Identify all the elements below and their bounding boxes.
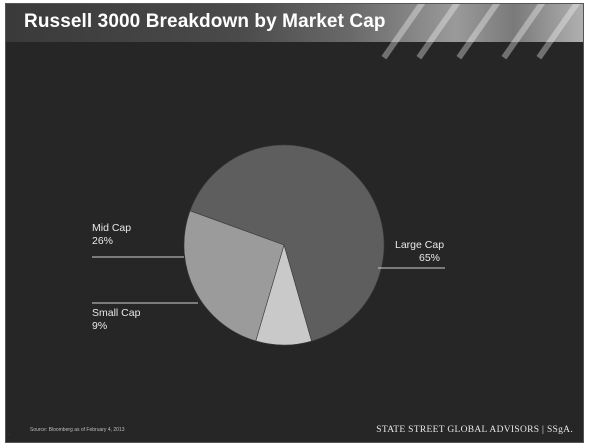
brand-name: STATE STREET GLOBAL ADVISORS [376, 425, 540, 435]
slide: Russell 3000 Breakdown by Market Cap [5, 3, 584, 443]
label-name-large-cap: Large Cap [395, 239, 444, 251]
label-name-mid-cap: Mid Cap [92, 222, 131, 234]
slide-title: Russell 3000 Breakdown by Market Cap [24, 11, 386, 32]
slide-code: · [8, 432, 10, 437]
label-value-large-cap: 65% [419, 252, 440, 264]
label-name-small-cap: Small Cap [92, 307, 141, 319]
label-value-small-cap: 9% [92, 320, 107, 332]
source-note: Source: Bloomberg as of February 4, 2013 [30, 427, 125, 433]
brand-logo: STATE STREET GLOBAL ADVISORS | SSgA. [376, 425, 573, 435]
label-value-mid-cap: 26% [92, 235, 113, 247]
pie-slice-large-cap [189, 144, 385, 342]
brand-mark: SSgA. [546, 425, 573, 435]
header-band [6, 4, 583, 60]
pie-slice-mid-cap [183, 210, 285, 342]
